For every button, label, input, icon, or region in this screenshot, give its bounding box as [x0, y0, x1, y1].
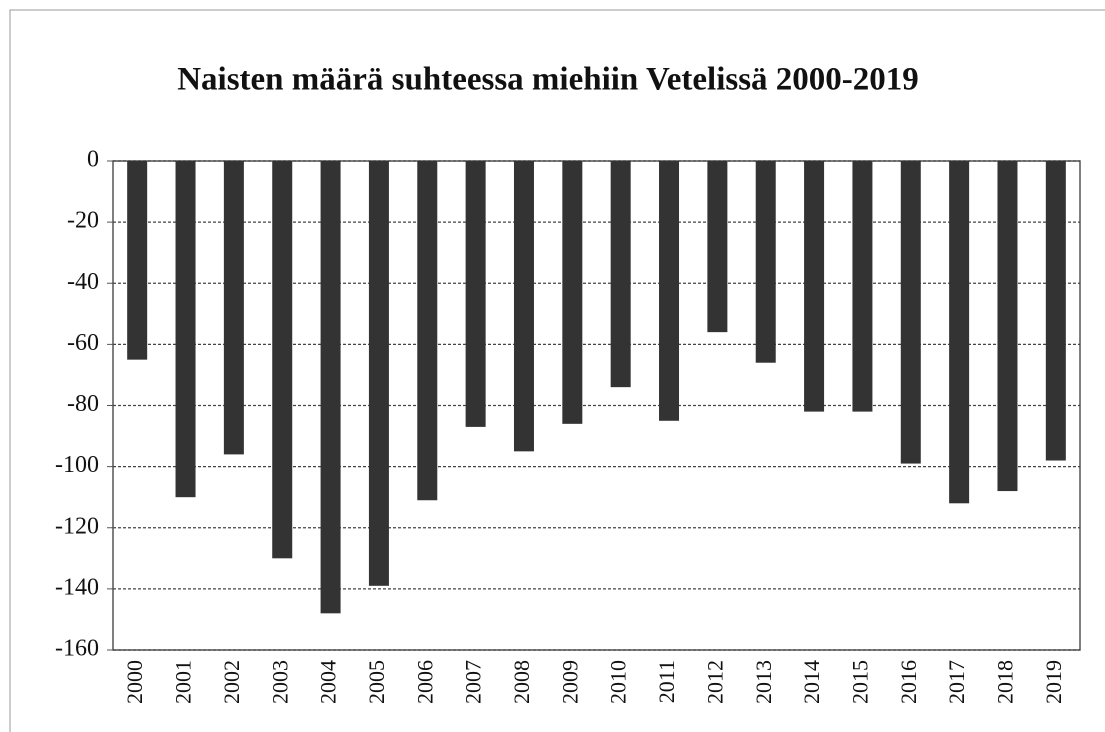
x-tick-label: 2006 — [412, 660, 437, 704]
x-tick-label: 2011 — [654, 660, 679, 703]
x-tick-label: 2005 — [364, 660, 389, 704]
bar — [368, 161, 389, 586]
x-tick-label: 2012 — [702, 660, 727, 704]
x-tick-label: 2018 — [993, 660, 1018, 704]
bar — [659, 161, 680, 421]
x-tick-label: 2019 — [1041, 660, 1066, 704]
x-tick-label: 2004 — [316, 660, 341, 704]
x-tick-label: 2014 — [799, 660, 824, 704]
bar — [900, 161, 921, 464]
x-tick-label: 2008 — [509, 660, 534, 704]
bar — [320, 161, 341, 614]
bar — [1045, 161, 1066, 461]
y-tick-label: -140 — [55, 574, 99, 600]
x-tick-label: 2015 — [847, 660, 872, 704]
chart-title: Naisten määrä suhteessa miehiin Veteliss… — [177, 62, 919, 98]
frame — [9, 9, 1105, 732]
bar — [997, 161, 1018, 492]
bar — [465, 161, 486, 427]
bar — [272, 161, 293, 559]
bar — [127, 161, 148, 360]
y-tick-label: -100 — [55, 452, 99, 478]
bar — [755, 161, 776, 363]
x-tick-label: 2009 — [557, 660, 582, 704]
y-tick-label: -80 — [67, 391, 99, 417]
bar — [804, 161, 825, 412]
x-tick-label: 2016 — [896, 660, 921, 704]
bar — [223, 161, 244, 455]
y-tick-label: -120 — [55, 513, 99, 539]
y-tick-label: -60 — [67, 330, 99, 356]
x-tick-label: 2002 — [219, 660, 244, 704]
x-tick-label: 2007 — [461, 660, 486, 704]
bar — [513, 161, 534, 452]
bar — [852, 161, 873, 412]
x-tick-label: 2003 — [267, 660, 292, 704]
x-tick-label: 2017 — [944, 660, 969, 704]
y-tick-label: 0 — [87, 147, 99, 173]
bar — [175, 161, 196, 498]
bar — [562, 161, 583, 424]
bar — [610, 161, 631, 388]
bar — [707, 161, 728, 333]
x-tick-label: 2010 — [606, 660, 631, 704]
x-tick-label: 2013 — [751, 660, 776, 704]
y-tick-label: -20 — [67, 208, 99, 234]
y-tick-label: -160 — [55, 636, 99, 662]
x-tick-label: 2001 — [171, 660, 196, 704]
bar — [417, 161, 438, 501]
y-tick-label: -40 — [67, 269, 99, 295]
bar — [949, 161, 970, 504]
x-tick-label: 2000 — [122, 660, 147, 704]
